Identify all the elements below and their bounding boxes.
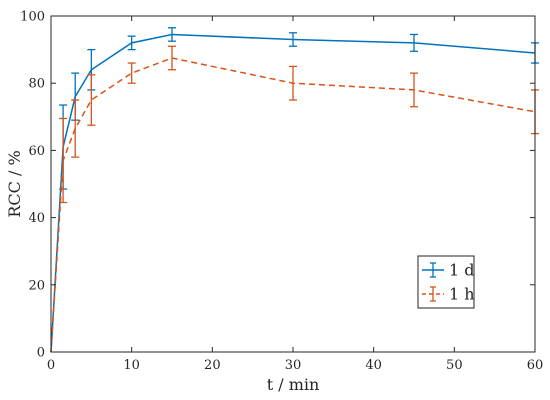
series-line-1-h <box>50 57 536 353</box>
legend-label: 1 d <box>449 261 475 280</box>
y-tick-label: 20 <box>28 278 45 293</box>
y-tick-label: 40 <box>28 211 45 226</box>
x-tick-label: 10 <box>123 358 140 373</box>
x-tick-label: 30 <box>285 358 302 373</box>
x-axis-title: t / min <box>267 375 320 394</box>
x-tick-label: 60 <box>527 358 544 373</box>
legend-box <box>417 255 475 309</box>
y-tick-label: 0 <box>37 346 45 361</box>
x-tick-label: 40 <box>365 358 382 373</box>
legend: 1 d1 h <box>417 255 475 309</box>
legend-label: 1 h <box>449 285 475 304</box>
y-tick-label: 60 <box>28 144 45 159</box>
y-tick-label: 100 <box>20 10 45 25</box>
x-tick-label: 50 <box>446 358 463 373</box>
x-tick-label: 0 <box>47 358 55 373</box>
y-axis-title: RCC / % <box>5 150 24 217</box>
y-tick-label: 80 <box>28 77 45 92</box>
x-tick-label: 20 <box>204 358 221 373</box>
series-line-1-d <box>50 33 536 353</box>
ticks: 0 10 20 30 40 50 60 0 20 40 60 80 100 <box>20 10 543 374</box>
